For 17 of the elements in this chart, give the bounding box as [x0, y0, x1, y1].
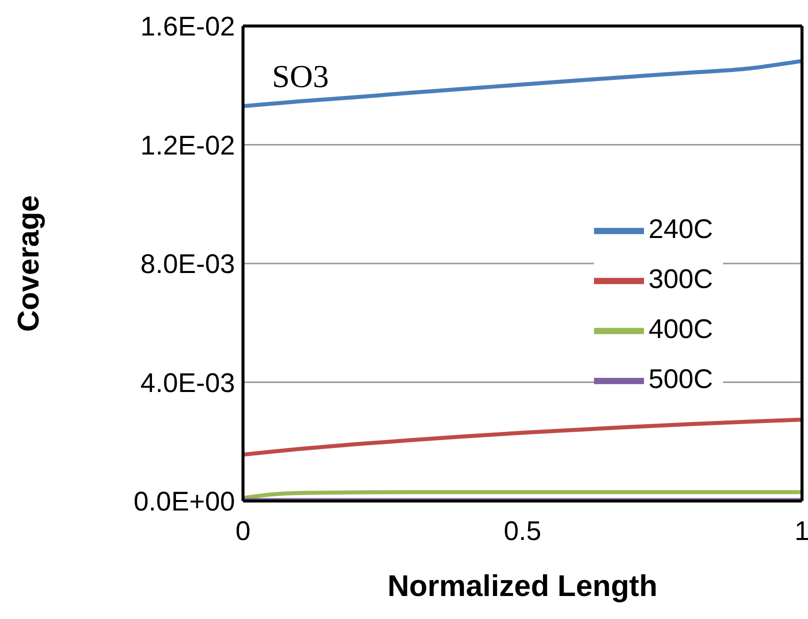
y-tick-label: 0.0E+00	[134, 486, 235, 517]
x-tick-label: 0.5	[504, 516, 542, 546]
y-axis-title: Coverage	[12, 195, 46, 332]
x-tick-label: 1	[794, 516, 808, 546]
x-axis-title: Normalized Length	[387, 570, 658, 603]
y-tick-label: 8.0E-03	[140, 249, 235, 280]
annotation: SO3	[272, 58, 329, 95]
line-series	[243, 418, 802, 457]
legend-label: 240C	[648, 214, 713, 244]
y-tick-label: 1.2E-02	[140, 130, 235, 160]
y-tick-label: 4.0E-03	[140, 368, 235, 398]
legend-label: 400C	[648, 314, 713, 344]
x-tick-label: 0	[235, 516, 251, 546]
legend-label: 300C	[648, 264, 713, 294]
y-tick-label: 1.6E-02	[140, 12, 235, 42]
legend-label: 500C	[648, 364, 713, 394]
line-series	[243, 59, 802, 108]
